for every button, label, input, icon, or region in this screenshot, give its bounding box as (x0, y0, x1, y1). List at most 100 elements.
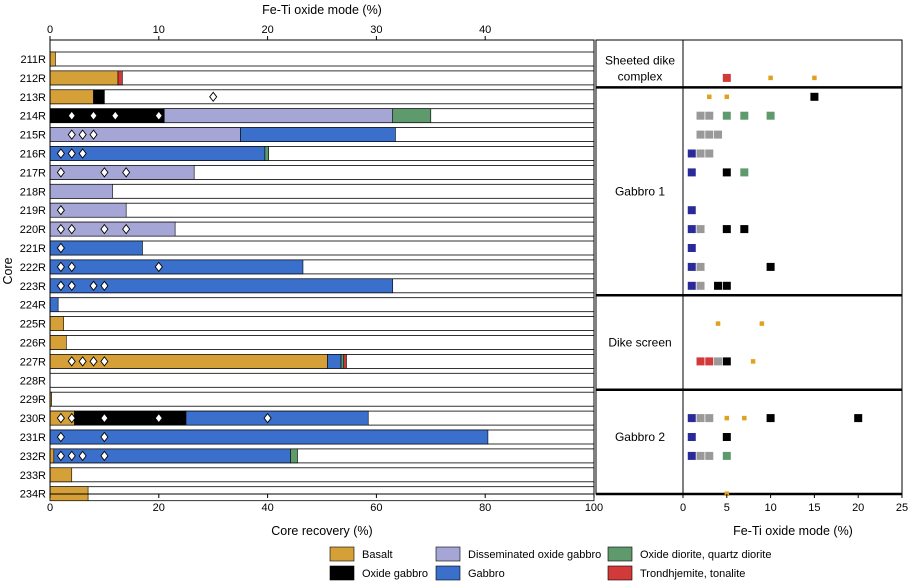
bar-segment-diss-oxide-gabbro (163, 108, 394, 123)
oxide-point-diss-oxide-gabbro (705, 451, 714, 460)
left-plot-frame (49, 39, 595, 495)
right-axis: 0 5 10 15 20 25 (680, 494, 908, 514)
top-tick-label: 20 (261, 24, 273, 36)
oxide-mode-marker (89, 129, 98, 140)
oxide-point-diss-oxide-gabbro (696, 111, 705, 120)
oxide-point-trondhjemite (722, 73, 731, 82)
legend-swatch-diss-oxide-gabbro (435, 546, 461, 562)
right-x-axis-title: Fe-Ti oxide mode (%) (733, 524, 853, 538)
bar-segment-gabbro (49, 429, 489, 445)
oxide-point-oxide-gabbro (766, 262, 775, 271)
oxide-point-diss-oxide-gabbro (696, 262, 705, 271)
oxide-point-oxide-gabbro (722, 433, 731, 441)
core-label: 220R (20, 224, 46, 236)
oxide-point-diss-oxide-gabbro (705, 111, 714, 120)
oxide-points (687, 73, 863, 496)
core-label: 216R (20, 149, 46, 161)
bar-segment-oxide-diorite (392, 108, 432, 123)
oxide-point-diss-oxide-gabbro (696, 451, 705, 460)
core-track (49, 372, 595, 388)
x-axis-title: Core recovery (%) (271, 524, 372, 538)
unit-label: Sheeted dike (605, 53, 675, 67)
bar-segment-basalt (49, 448, 55, 464)
core-label: 223R (20, 281, 46, 293)
oxide-mode-marker (56, 431, 65, 443)
oxide-point-diss-oxide-gabbro (705, 130, 714, 139)
oxide-point-gabbro (687, 451, 696, 460)
core-label: 233R (20, 470, 46, 482)
bar-segment-oxide-gabbro (93, 89, 105, 105)
core-label: 234R (20, 489, 46, 501)
y-axis-title: Core (1, 257, 15, 284)
top-tick-label: 40 (479, 24, 491, 36)
bar-segment-gabbro (327, 354, 342, 369)
oxide-point-oxide-gabbro (722, 357, 731, 366)
unit-label: Gabbro 2 (615, 430, 665, 444)
oxide-mode-marker (89, 280, 98, 292)
oxide-point-diss-oxide-gabbro (696, 281, 705, 290)
unit-label: complex (618, 69, 663, 83)
oxide-mode-marker (100, 412, 109, 424)
core-label: 217R (20, 167, 46, 179)
core-label: 222R (20, 262, 46, 274)
oxide-point-oxide-gabbro (722, 168, 731, 177)
legend-swatch-gabbro (435, 565, 461, 581)
oxide-point-gabbro (687, 433, 696, 441)
oxide-point-oxide-gabbro (766, 414, 775, 423)
oxide-mode-marker (154, 110, 163, 121)
oxide-mode-marker (67, 110, 76, 121)
oxide-point-diss-oxide-gabbro (696, 225, 705, 234)
oxide-mode-marker (56, 204, 65, 216)
core-label: 221R (20, 243, 46, 255)
oxide-mode-marker (56, 148, 65, 159)
core-track (49, 51, 595, 67)
legend-label: Gabbro (468, 568, 505, 580)
oxide-point-gabbro (687, 414, 696, 423)
bars: 211R 212R 213R 214R 215R 216R 217R 218R 219R 220R… (20, 51, 595, 502)
oxide-point-oxide-gabbro (714, 281, 723, 290)
core-track (49, 467, 595, 483)
core-label: 232R (20, 451, 46, 463)
oxide-mode-marker (67, 450, 76, 462)
core-track (49, 89, 595, 105)
oxide-mode-marker (78, 148, 87, 159)
bar-segment-gabbro (49, 297, 59, 313)
core-label: 231R (20, 432, 46, 444)
oxide-point-diss-oxide-gabbro (696, 414, 705, 423)
oxide-point-trondhjemite (696, 357, 705, 366)
right-tick-label: 5 (724, 502, 730, 514)
oxide-mode-marker (56, 261, 65, 273)
bar-segment-basalt (49, 316, 64, 331)
oxide-point-basalt (750, 359, 756, 364)
bar-segment-oxide-gabbro (49, 108, 165, 123)
bar-segment-gabbro (49, 259, 304, 275)
core-label: 211R (21, 54, 47, 66)
legend-label: Disseminated oxide gabbro (468, 549, 601, 561)
bottom-tick-label: 80 (479, 502, 491, 514)
oxide-point-oxide-gabbro (722, 225, 731, 234)
oxide-mode-marker (100, 223, 109, 235)
oxide-point-gabbro (687, 149, 696, 158)
oxide-point-oxide-diorite (722, 451, 731, 460)
core-track (49, 335, 595, 350)
oxide-mode-marker (56, 167, 65, 178)
legend-swatch-oxide-gabbro (329, 565, 355, 581)
oxide-mode-marker (67, 223, 76, 235)
bar-segment-basalt (49, 51, 56, 67)
oxide-point-basalt (707, 94, 712, 100)
oxide-point-diss-oxide-gabbro (705, 414, 714, 423)
oxide-mode-marker (78, 129, 87, 140)
legend-swatch-basalt (329, 546, 355, 562)
oxide-mode-marker (56, 450, 65, 462)
bar-segment-gabbro (240, 127, 396, 142)
oxide-point-diss-oxide-gabbro (714, 130, 723, 139)
right-tick-label: 15 (808, 502, 820, 514)
oxide-point-gabbro (687, 168, 696, 177)
oxide-mode-marker (67, 280, 76, 292)
oxide-mode-marker (89, 356, 98, 367)
bar-segment-trondhjemite (117, 70, 123, 86)
oxide-point-oxide-gabbro (810, 92, 819, 101)
oxide-mode-marker (209, 91, 218, 103)
oxide-mode-marker (154, 261, 163, 273)
oxide-mode-marker (122, 223, 131, 235)
